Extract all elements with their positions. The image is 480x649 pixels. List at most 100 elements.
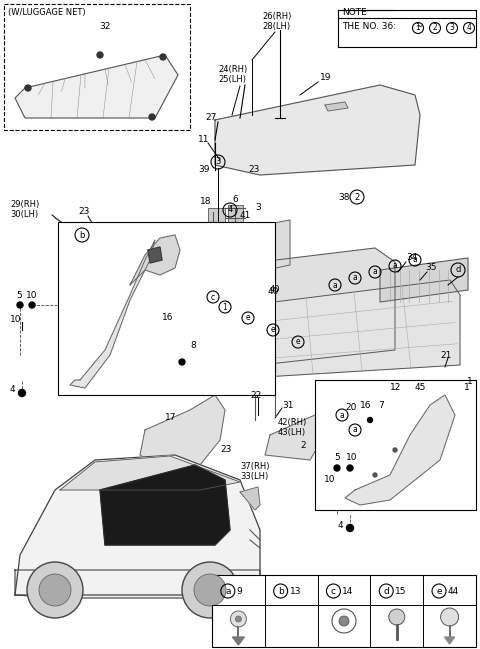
Text: e: e: [436, 587, 442, 596]
Text: 35: 35: [425, 263, 436, 273]
Polygon shape: [130, 235, 180, 285]
Text: 30(LH): 30(LH): [10, 210, 38, 219]
Polygon shape: [15, 455, 260, 595]
Text: 13: 13: [289, 587, 301, 596]
Text: 38: 38: [338, 193, 349, 201]
Text: 6: 6: [232, 195, 238, 204]
Text: 10: 10: [346, 454, 358, 463]
Text: 11: 11: [198, 136, 209, 145]
Circle shape: [347, 465, 353, 471]
Text: 4: 4: [228, 206, 233, 215]
Polygon shape: [232, 637, 244, 645]
Circle shape: [97, 52, 103, 58]
Circle shape: [368, 417, 372, 422]
Text: 2: 2: [432, 23, 437, 32]
Circle shape: [441, 608, 458, 626]
Text: 2: 2: [354, 193, 360, 201]
Circle shape: [149, 114, 155, 120]
Text: 23: 23: [220, 445, 231, 454]
Text: c: c: [211, 293, 215, 302]
Circle shape: [393, 448, 397, 452]
Polygon shape: [335, 395, 368, 430]
Text: 18: 18: [200, 197, 212, 206]
Text: a: a: [353, 273, 358, 282]
Text: 3: 3: [255, 204, 261, 212]
Text: 7: 7: [378, 400, 384, 410]
Text: d: d: [384, 587, 389, 596]
Circle shape: [27, 562, 83, 618]
Text: 25(LH): 25(LH): [218, 75, 246, 84]
Text: 40: 40: [270, 286, 280, 295]
Text: b: b: [278, 587, 284, 596]
Text: 20: 20: [345, 404, 356, 413]
Text: 2: 2: [300, 441, 306, 450]
Text: NOTE: NOTE: [342, 8, 367, 17]
Circle shape: [230, 611, 246, 627]
Text: 23: 23: [248, 165, 259, 175]
Text: 41: 41: [240, 210, 252, 219]
Text: 4: 4: [467, 23, 471, 32]
Circle shape: [160, 54, 166, 60]
Text: 23: 23: [78, 208, 89, 217]
Text: 1: 1: [223, 302, 228, 312]
Text: 21: 21: [440, 350, 451, 360]
Text: c: c: [331, 587, 336, 596]
Circle shape: [389, 609, 405, 625]
Text: 39: 39: [198, 165, 209, 175]
Text: 15: 15: [395, 587, 407, 596]
Polygon shape: [15, 55, 178, 118]
Text: a: a: [225, 587, 230, 596]
Text: 14: 14: [342, 587, 354, 596]
Circle shape: [179, 359, 185, 365]
Polygon shape: [195, 220, 290, 285]
Text: e: e: [271, 326, 276, 334]
Circle shape: [373, 473, 377, 477]
Polygon shape: [444, 637, 455, 644]
Polygon shape: [215, 85, 420, 175]
Bar: [248, 290, 268, 320]
Text: a: a: [393, 262, 397, 271]
Polygon shape: [70, 240, 155, 388]
Polygon shape: [60, 456, 240, 490]
Polygon shape: [265, 415, 325, 460]
Text: 5: 5: [334, 454, 340, 463]
Bar: [315, 380, 476, 510]
Circle shape: [235, 616, 241, 622]
Circle shape: [29, 302, 35, 308]
Text: e: e: [296, 337, 300, 347]
Bar: [208, 208, 225, 232]
Text: a: a: [333, 280, 337, 289]
Text: (W/LUGGAGE NET): (W/LUGGAGE NET): [8, 8, 85, 17]
Text: 1: 1: [464, 383, 470, 392]
Circle shape: [182, 562, 238, 618]
Text: 27: 27: [205, 114, 216, 123]
Polygon shape: [210, 248, 395, 370]
Text: e: e: [246, 313, 250, 323]
Text: 43(LH): 43(LH): [278, 428, 306, 437]
Text: 4: 4: [10, 386, 16, 395]
Text: 40: 40: [268, 288, 279, 297]
Text: a: a: [413, 256, 418, 265]
Text: a: a: [372, 267, 377, 276]
Text: d: d: [456, 265, 461, 275]
Circle shape: [339, 616, 349, 626]
Bar: [212, 575, 476, 647]
Text: 42(RH): 42(RH): [278, 418, 307, 427]
Circle shape: [25, 85, 31, 91]
Text: 10: 10: [324, 476, 336, 485]
Text: 22: 22: [250, 391, 261, 400]
Polygon shape: [240, 487, 260, 510]
Text: 1: 1: [467, 378, 473, 387]
Bar: [58, 222, 275, 395]
Polygon shape: [380, 258, 468, 302]
Circle shape: [17, 302, 23, 308]
Polygon shape: [210, 280, 460, 380]
Text: THE NO. 36:: THE NO. 36:: [342, 22, 396, 31]
Polygon shape: [15, 570, 260, 598]
Text: 45: 45: [415, 384, 426, 393]
Text: 26(RH): 26(RH): [262, 12, 291, 21]
Text: 3: 3: [216, 158, 221, 167]
Text: a: a: [353, 426, 358, 434]
Polygon shape: [325, 102, 348, 111]
Text: ~: ~: [415, 22, 422, 31]
